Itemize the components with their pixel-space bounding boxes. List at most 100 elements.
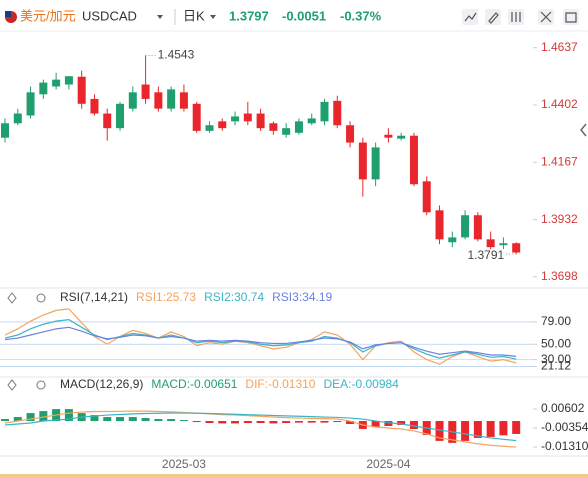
settings-icon[interactable] <box>36 380 46 390</box>
candle-body <box>243 113 252 122</box>
macd-bar <box>397 421 406 425</box>
candle-body <box>154 92 163 109</box>
candle-body <box>13 113 22 124</box>
y-tick-label: 50.00 <box>541 336 571 350</box>
visibility-icon[interactable] <box>7 292 17 304</box>
candle-body <box>282 128 291 135</box>
fullscreen-icon[interactable] <box>540 11 552 23</box>
y-tick-label: 30.00 <box>541 352 571 366</box>
candle-body <box>397 135 406 139</box>
macd-bar <box>512 421 521 434</box>
macd-bar <box>1 419 9 422</box>
line-tool-icon[interactable] <box>464 12 477 22</box>
candle-body <box>52 79 61 87</box>
y-tick-label: 1.4402 <box>541 97 578 111</box>
candle-body <box>294 121 303 133</box>
bottom-strip <box>0 474 588 478</box>
macd-bar <box>167 419 176 422</box>
macd-bar <box>231 421 240 424</box>
macd-bar <box>243 421 252 424</box>
candle-body <box>409 135 418 185</box>
x-tick-label: 2025-03 <box>162 457 206 471</box>
candle-body <box>90 98 99 114</box>
symbol-cn[interactable]: 美元/加元 <box>20 8 76 23</box>
macd-bar <box>13 417 22 422</box>
macd-bar <box>435 421 444 441</box>
candle-body <box>167 89 176 109</box>
high-label: 1.4543 <box>158 48 195 62</box>
macd-bar <box>205 421 214 424</box>
legend-entry: DEA:-0.00984 <box>323 377 399 391</box>
candle-body <box>358 142 367 180</box>
macd-bar <box>294 421 303 423</box>
macd-bar <box>473 421 482 438</box>
candle-body <box>128 92 137 109</box>
settings-icon[interactable] <box>565 12 577 23</box>
macd-bar <box>192 421 201 423</box>
period[interactable]: 日K <box>183 8 205 23</box>
candle-body <box>473 215 482 240</box>
legend-entry: RSI1:25.73 <box>136 290 196 304</box>
candle-body <box>192 103 201 131</box>
legend-entry: DIF:-0.01310 <box>245 377 315 391</box>
y-tick-label: 1.3932 <box>541 212 578 226</box>
y-tick-label: 0.00602 <box>541 401 585 415</box>
y-tick-label: 1.4167 <box>541 154 578 168</box>
candle-body <box>64 76 73 85</box>
candle-body <box>384 134 393 138</box>
flag <box>5 11 17 23</box>
candle-body <box>435 210 444 240</box>
change: -0.0051 <box>282 8 326 23</box>
candle-body <box>461 215 470 238</box>
candle-body <box>499 243 508 246</box>
macd-bar <box>128 417 137 422</box>
macd-bar <box>486 421 495 437</box>
candle-body <box>231 116 240 122</box>
indicator-line <box>4 326 517 357</box>
legend-entry: MACD:-0.00651 <box>151 377 237 391</box>
x-tick-label: 2025-04 <box>366 457 410 471</box>
candle-body <box>1 123 9 138</box>
macd-bar <box>39 411 48 422</box>
candle-body <box>77 76 86 104</box>
macd-bar <box>141 418 150 422</box>
settings-icon[interactable] <box>36 293 46 303</box>
candle-body <box>486 239 495 248</box>
symbol[interactable]: USDCAD <box>82 8 137 23</box>
draw-tool-icon[interactable] <box>488 12 499 24</box>
dropdown-icon[interactable] <box>157 15 163 19</box>
price: 1.3797 <box>229 8 269 23</box>
macd-bar <box>179 420 188 422</box>
macd-bar <box>154 419 163 422</box>
dropdown-icon[interactable] <box>210 15 216 19</box>
low-label: 1.3791 <box>467 248 504 262</box>
macd-bar <box>499 421 508 436</box>
collapse-arrow[interactable] <box>580 123 587 137</box>
candle-body <box>26 92 35 116</box>
candle-body <box>256 113 265 129</box>
macd-bar <box>371 421 380 427</box>
candle-body <box>512 243 521 253</box>
indicator-line <box>4 318 517 360</box>
candle-body <box>179 92 188 109</box>
candle-body <box>333 100 342 126</box>
indicator-title: RSI(7,14,21) <box>60 290 128 304</box>
y-tick-label: 1.4637 <box>541 40 578 54</box>
macd-bar <box>461 421 470 441</box>
visibility-icon[interactable] <box>7 379 17 391</box>
legend-entry: RSI3:34.19 <box>272 290 332 304</box>
macd-bar <box>256 421 265 424</box>
candle-body <box>371 147 380 180</box>
candle-body <box>307 118 316 124</box>
candle-body <box>141 84 150 99</box>
indicator-title: MACD(12,26,9) <box>60 377 143 391</box>
macd-bar <box>307 421 316 423</box>
candle-body <box>116 103 125 129</box>
indicator-icon[interactable] <box>511 12 521 22</box>
macd-bar <box>333 421 342 423</box>
candle-body <box>269 123 278 131</box>
macd-bar <box>320 421 329 423</box>
